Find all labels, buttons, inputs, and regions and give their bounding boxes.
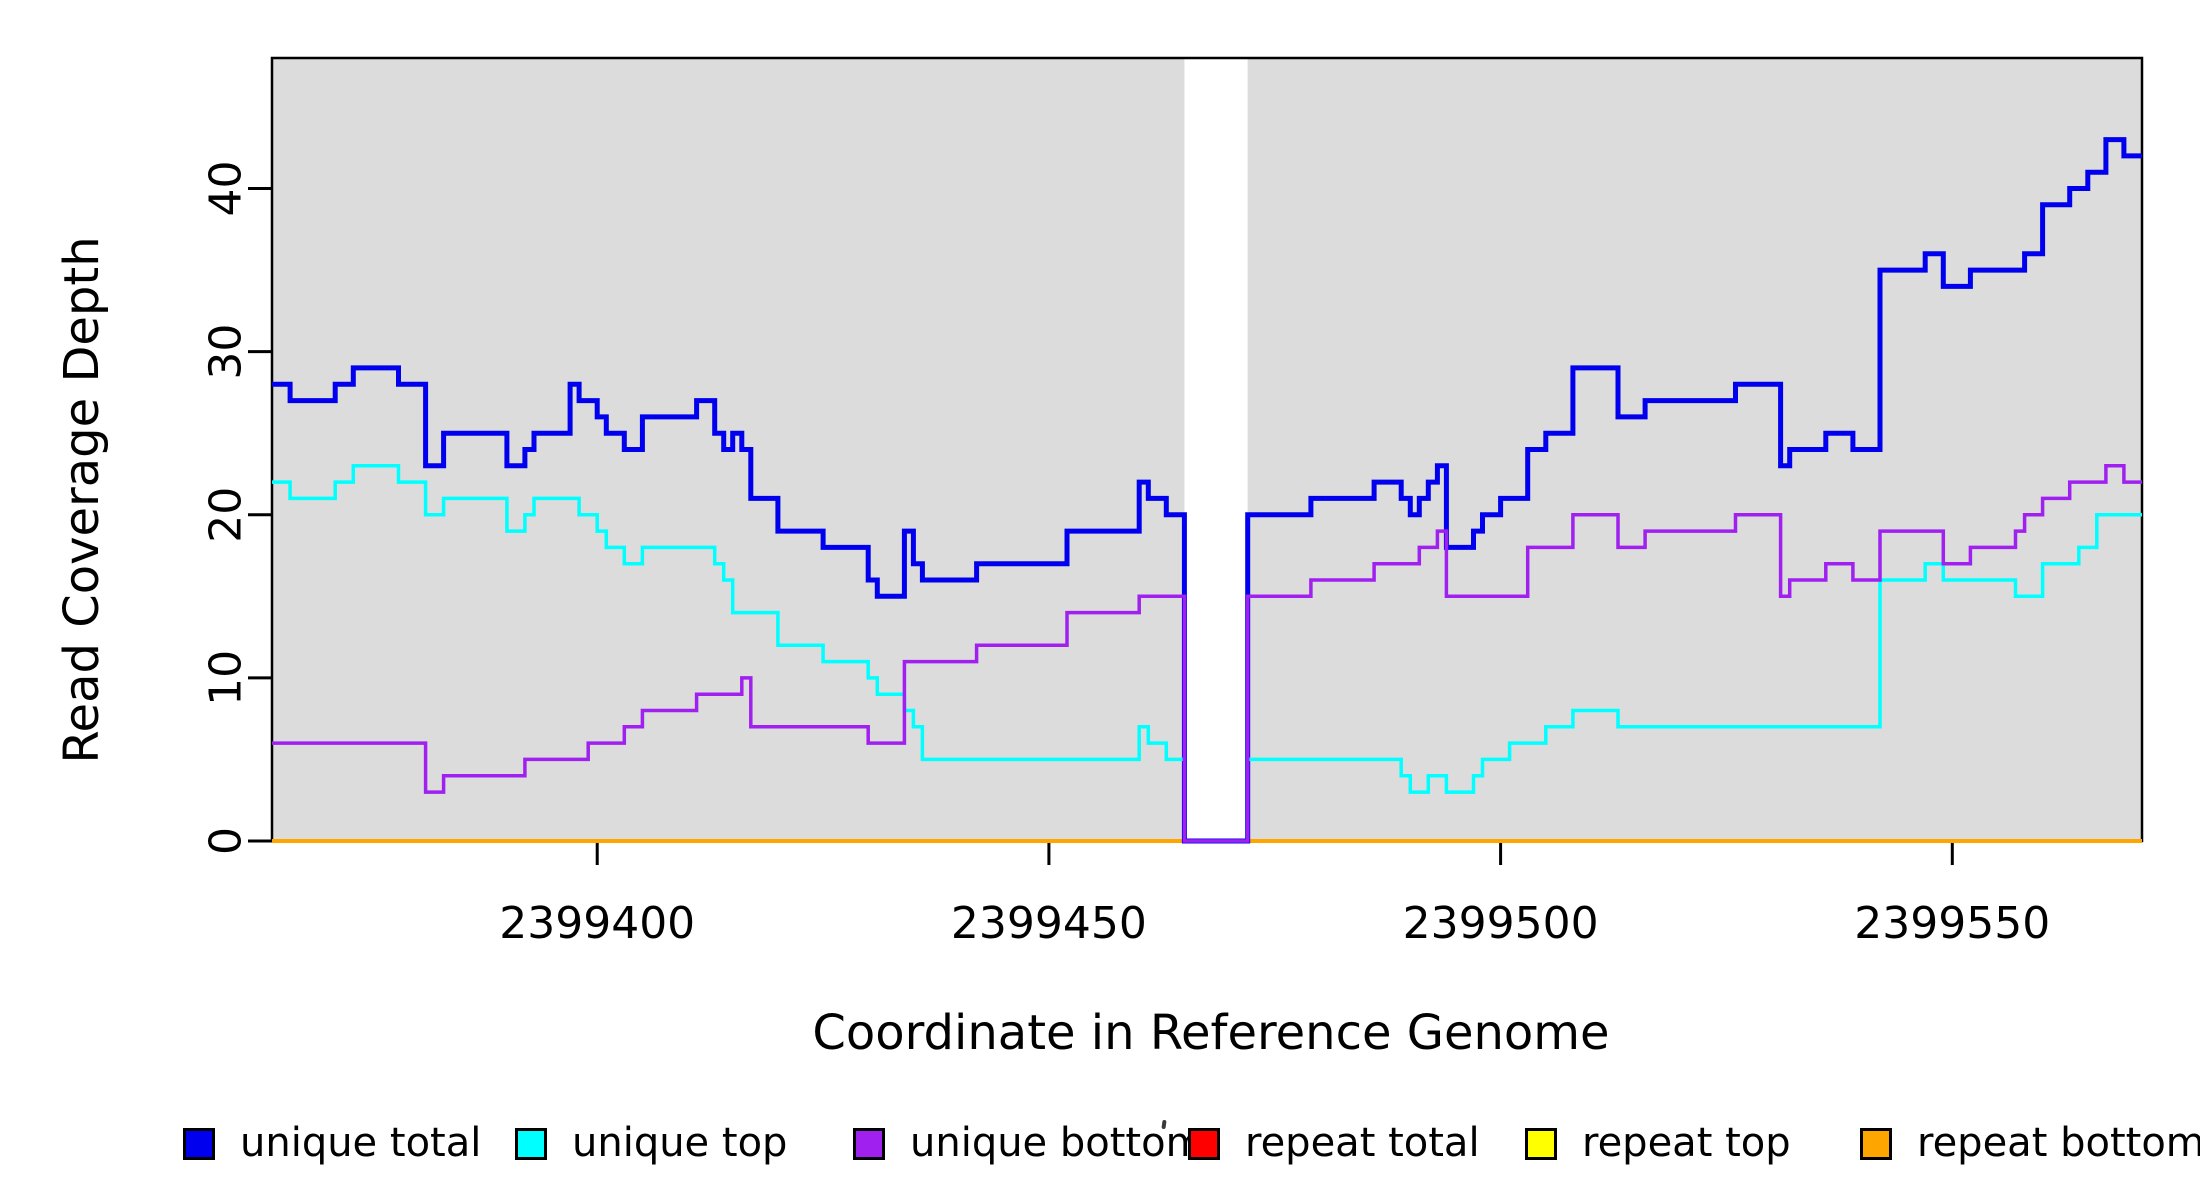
unique-total-swatch-icon — [183, 1128, 215, 1160]
legend-label: repeat total — [1245, 1120, 1480, 1166]
y-tick-label: 40 — [200, 161, 251, 217]
unique-top-swatch-icon — [515, 1128, 547, 1160]
repeat-top-swatch-icon — [1525, 1128, 1557, 1160]
y-axis-title: Read Coverage Depth — [54, 236, 110, 764]
x-axis-title: Coordinate in Reference Genome — [812, 1005, 1610, 1061]
y-tick-label: 20 — [200, 487, 251, 543]
x-tick-label: 2399400 — [499, 898, 695, 949]
unique-bottom-swatch-icon — [853, 1128, 885, 1160]
repeat-total-swatch-icon — [1188, 1128, 1220, 1160]
series-unique-bottom — [272, 464, 2142, 843]
series-unique-total — [272, 137, 2142, 844]
legend-label: unique top — [572, 1120, 788, 1166]
y-tick-label: 30 — [200, 324, 251, 380]
y-tick-label: 10 — [200, 650, 251, 706]
y-tick-label: 0 — [200, 827, 251, 855]
legend-label: unique bottom — [910, 1120, 1205, 1166]
series-unique-top — [1247, 513, 2142, 794]
masked-gap-region — [1184, 58, 1248, 841]
x-tick-label: 2399550 — [1854, 898, 2050, 949]
repeat-bottom-swatch-icon — [1860, 1128, 1892, 1160]
legend-label: unique total — [240, 1120, 482, 1166]
x-tick-label: 2399500 — [1403, 898, 1599, 949]
series-unique-top — [272, 464, 1185, 762]
x-tick-label: 2399450 — [951, 898, 1147, 949]
legend-label: repeat top — [1582, 1120, 1791, 1166]
legend-label: repeat bottom — [1917, 1120, 2200, 1166]
